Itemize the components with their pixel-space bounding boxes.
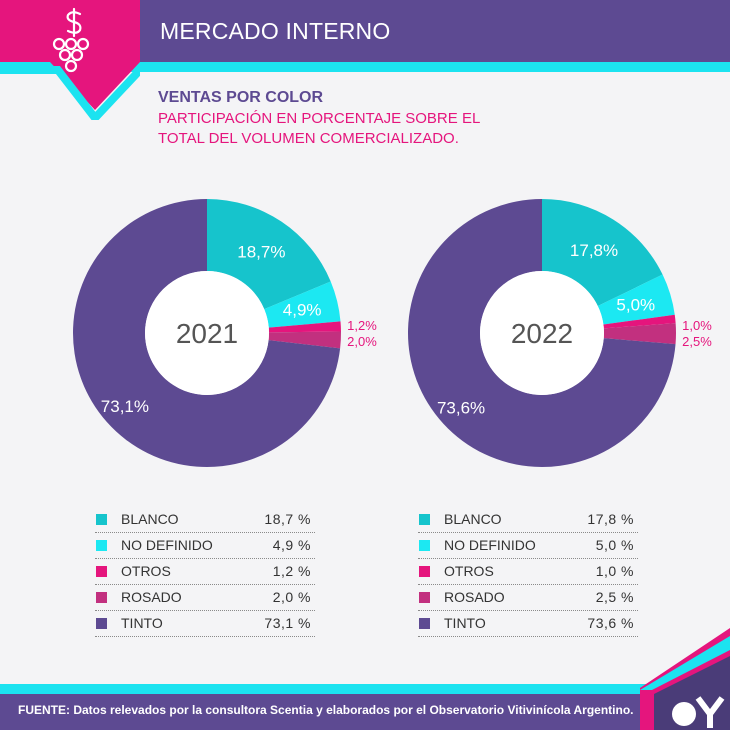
- footer-source: FUENTE: Datos relevados por la consultor…: [18, 703, 633, 717]
- donut-chart-2021: 18,7% 4,9% 73,1% 1,2%2,0% 2021: [72, 199, 377, 467]
- legend-value: 4,9 %: [272, 537, 311, 553]
- donut-center-year: 2022: [511, 318, 573, 349]
- legend-swatch: [419, 592, 430, 603]
- legend-item: NO DEFINIDO 5,0 %: [418, 533, 638, 559]
- slice-otros: [603, 314, 676, 329]
- legend-swatch: [419, 540, 430, 551]
- slice-rosado: [268, 331, 341, 349]
- legend-value: 2,0 %: [272, 589, 311, 605]
- legend-swatch: [419, 514, 430, 525]
- legend-label: OTROS: [444, 563, 494, 579]
- slice-label: 73,1%: [101, 397, 149, 416]
- footer-source-label: FUENTE:: [18, 703, 70, 717]
- header-badge: [0, 0, 140, 120]
- legend-label: OTROS: [121, 563, 171, 579]
- slice-blanco: [207, 199, 331, 310]
- legend-item: ROSADO 2,5 %: [418, 585, 638, 611]
- donut-chart-2022: 17,8% 5,0% 73,6% 1,0%2,5% 2022: [407, 199, 712, 468]
- chart-title: VENTAS POR COLOR: [158, 89, 324, 106]
- legend-2021: BLANCO 18,7 % NO DEFINIDO 4,9 % OTROS 1,2 % RO…: [95, 507, 315, 637]
- legend-value: 2,5 %: [595, 589, 634, 605]
- slice-label: 73,6%: [437, 398, 485, 417]
- legend-label: ROSADO: [444, 589, 505, 605]
- chart-description-line-2: TOTAL DEL VOLUMEN COMERCIALIZADO.: [158, 130, 459, 147]
- legend-swatch: [96, 514, 107, 525]
- legend-label: BLANCO: [444, 511, 502, 527]
- legend-item: TINTO 73,6 %: [418, 611, 638, 637]
- wine-grape-dollar-icon: [52, 7, 90, 73]
- legend-item: ROSADO 2,0 %: [95, 585, 315, 611]
- legend-item: OTROS 1,0 %: [418, 559, 638, 585]
- chart-description-line-1: PARTICIPACIÓN EN PORCENTAJE SOBRE EL: [158, 110, 481, 127]
- legend-swatch: [96, 618, 107, 629]
- brand-logo-icon: [640, 628, 730, 730]
- footer-bar: [0, 694, 730, 730]
- footer-accent-stripe: [0, 684, 730, 694]
- legend-swatch: [419, 618, 430, 629]
- legend-item: TINTO 73,1 %: [95, 611, 315, 637]
- slice-label: 4,9%: [283, 301, 322, 320]
- slice-tinto: [407, 199, 676, 468]
- legend-item: OTROS 1,2 %: [95, 559, 315, 585]
- slice-rosado: [603, 323, 676, 345]
- donut-center: [480, 271, 604, 395]
- slice-no-definido: [597, 274, 675, 325]
- legend-item: BLANCO 17,8 %: [418, 507, 638, 533]
- slice-blanco: [542, 199, 663, 306]
- legend-label: NO DEFINIDO: [121, 537, 213, 553]
- legend-value: 1,2 %: [272, 563, 311, 579]
- legend-item: BLANCO 18,7 %: [95, 507, 315, 533]
- legend-swatch: [419, 566, 430, 577]
- slice-label: 18,7%: [237, 242, 285, 261]
- legend-label: TINTO: [121, 615, 163, 631]
- legend-value: 18,7 %: [264, 511, 311, 527]
- legend-swatch: [96, 540, 107, 551]
- legend-value: 73,6 %: [587, 615, 634, 631]
- legend-label: TINTO: [444, 615, 486, 631]
- slice-otros: [268, 321, 341, 333]
- donut-center: [145, 271, 269, 395]
- donut-center-year: 2021: [176, 318, 238, 349]
- slice-tinto: [72, 199, 341, 467]
- legend-label: ROSADO: [121, 589, 182, 605]
- legend-2022: BLANCO 17,8 % NO DEFINIDO 5,0 % OTROS 1,0 % RO…: [418, 507, 638, 637]
- header-accent-stripe: [0, 62, 730, 72]
- legend-item: NO DEFINIDO 4,9 %: [95, 533, 315, 559]
- slice-label: 17,8%: [570, 241, 618, 260]
- slice-label-outside: 2,5%: [682, 334, 712, 349]
- legend-value: 1,0 %: [595, 563, 634, 579]
- legend-swatch: [96, 566, 107, 577]
- page-title: MERCADO INTERNO: [160, 18, 391, 44]
- slice-no-definido: [264, 281, 341, 328]
- legend-label: BLANCO: [121, 511, 179, 527]
- legend-label: NO DEFINIDO: [444, 537, 536, 553]
- legend-value: 73,1 %: [264, 615, 311, 631]
- slice-label-outside: 2,0%: [347, 334, 377, 349]
- slice-label-outside: 1,0%: [682, 318, 712, 333]
- footer-source-text: Datos relevados por la consultora Scenti…: [70, 703, 634, 717]
- legend-swatch: [96, 592, 107, 603]
- slice-label-outside: 1,2%: [347, 318, 377, 333]
- slice-label: 5,0%: [616, 296, 655, 315]
- legend-value: 5,0 %: [595, 537, 634, 553]
- legend-value: 17,8 %: [587, 511, 634, 527]
